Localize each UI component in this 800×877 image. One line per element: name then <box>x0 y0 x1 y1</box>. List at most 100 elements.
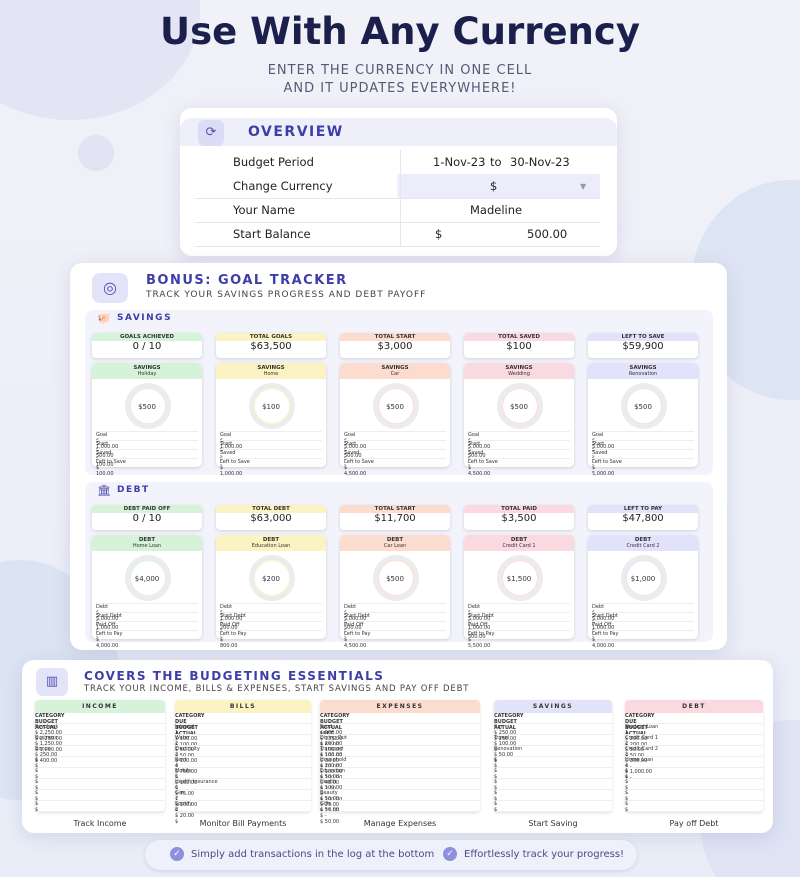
subtitle: ENTER THE CURRENCY IN ONE CELL <box>267 63 533 78</box>
row-currency: $ <box>220 438 224 444</box>
table-row: Electricity 3 $ 100.00 $ <box>175 746 311 770</box>
card-head: SAVINGS Home <box>216 363 326 379</box>
card-title: SAVINGS <box>257 365 285 371</box>
cell: Health <box>320 779 337 785</box>
section-icon: 🐖 <box>97 312 111 325</box>
table-caption: Start Saving <box>528 819 578 828</box>
cell: Spotify <box>175 801 193 807</box>
table-row: Bonus $ 250.00 $ 400.00 <box>35 746 165 764</box>
row-value: 1,000.00 <box>96 444 119 450</box>
ring <box>125 555 171 601</box>
table-header: EXPENSES <box>320 700 480 713</box>
summary-value: $63,000 <box>250 513 292 524</box>
row-label: Paid Off <box>220 622 240 628</box>
row-value: 5,000.00 <box>592 444 615 450</box>
cell: Business <box>35 735 58 741</box>
cell: $ <box>625 768 629 774</box>
ring <box>373 383 419 429</box>
row-currency: $ <box>96 447 100 453</box>
cell: Bonus <box>35 746 51 752</box>
row-label: Goal <box>468 432 480 438</box>
row-value: 4,500.00 <box>468 471 491 477</box>
card-row: Saved $ - <box>220 449 322 468</box>
table-caption: Track Income <box>73 819 127 828</box>
overview-title: OVERVIEW <box>248 124 344 140</box>
card-row: Start Debt $1,000.00 <box>592 612 694 631</box>
cell: $ 750.00 <box>175 769 198 775</box>
column-label: ACTUAL <box>494 725 516 731</box>
card-name: Car <box>390 371 400 377</box>
table-row: Gifts $ 50.00 $ - $ 50.00 <box>320 801 480 825</box>
column-label: ACTUAL <box>35 725 57 731</box>
card-title: SAVINGS <box>629 365 657 371</box>
row-currency: $ <box>96 465 100 471</box>
cell: Home Loan <box>625 757 654 763</box>
row-label: Saved <box>96 450 112 456</box>
card-head: DEBT Car Loan <box>340 535 450 551</box>
cell: Food <box>320 724 332 730</box>
cell: 6 <box>175 785 179 791</box>
card-title: SAVINGS <box>381 365 409 371</box>
row-value: 100.00 <box>96 462 114 468</box>
row-currency: $ <box>592 610 596 616</box>
cell: $ 2,250.00 <box>35 730 63 736</box>
cell: 3 <box>625 752 629 758</box>
summary-value: $47,800 <box>622 513 664 524</box>
cell: $ <box>494 774 498 780</box>
row-label: Start <box>96 441 109 447</box>
table-row: Rent 4 $ 750.00 $ <box>175 757 311 781</box>
overview-row: Budget Period 1-Nov-23 to 30-Nov-23 <box>195 150 600 175</box>
cell: Transport <box>320 746 344 752</box>
cell: $ 100.00 <box>494 741 517 747</box>
table-row: Household $ 200.00 $ 100.00 $ 100.00 <box>320 757 480 781</box>
goal-card: SAVINGS Car $500 Goal $5,000.00 Start $500.00 S… <box>340 363 450 477</box>
row-value: 5,000.00 <box>468 616 491 622</box>
row-value: 1,000.00 <box>468 625 491 631</box>
column-label: ACTUAL <box>320 725 342 731</box>
row-label: Saved <box>468 450 484 456</box>
card-row: Goal $1,000.00 <box>96 431 198 450</box>
row-label: Paid Off <box>468 622 488 628</box>
summary-box: LEFT TO SAVE $59,900 <box>588 333 698 358</box>
ring-value: $1,500 <box>506 575 532 583</box>
row-value: 5,000.00 <box>96 616 119 622</box>
table-row: Dining Out $ 200.00 $ 100.00 $ 100.00 <box>320 735 480 759</box>
icon: ◎ <box>92 273 128 303</box>
cell: $ <box>494 763 498 769</box>
card-row: Goal $5,000.00 <box>468 431 570 450</box>
card-row: Debt $1,000.00 <box>220 603 322 622</box>
card-row: Start $ - <box>220 440 322 459</box>
row-value: - <box>592 453 594 459</box>
column-label: BUDGET <box>35 719 58 725</box>
table-row: Transport $ 100.00 $ 30.00 $ 70.00 <box>320 746 480 770</box>
cell: $ <box>35 774 39 780</box>
column-label: CATEGORY <box>320 713 350 719</box>
goal-card: DEBT Car Loan $500 Debt $5,000.00 Start Debt $… <box>340 535 450 649</box>
card-row: Left to Pay $800.00 <box>220 630 322 649</box>
row-label: Start <box>592 441 605 447</box>
cell: Renovation <box>494 746 523 752</box>
ring <box>249 383 295 429</box>
cell: $ <box>35 801 39 807</box>
card-name: Holiday <box>137 371 157 377</box>
card-row: Saved $ - <box>344 449 446 468</box>
overview-label: Budget Period <box>233 155 314 169</box>
card-row: Left to Save $1,000.00 <box>220 458 322 477</box>
row-value: 5,000.00 <box>592 616 615 622</box>
budget-table: DEBT CATEGORY DUE BUDGET ACTUAL Student Loan 1… <box>625 700 763 813</box>
cell: $ <box>35 807 39 813</box>
row-label: Left to Pay <box>592 631 619 637</box>
section-label: SAVINGS <box>117 313 173 323</box>
row-currency: $ <box>220 465 224 471</box>
cell: $ 300.00 <box>625 758 648 764</box>
summary-value: $3,000 <box>377 341 413 352</box>
row-label: Left to Pay <box>220 631 247 637</box>
table-row: Mobile 5 $ 100.00 $ <box>175 768 311 792</box>
summary-label: TOTAL GOALS <box>216 333 326 341</box>
budget-table: SAVINGS CATEGORY BUDGET ACTUAL Car $ 250.00 $ … <box>494 700 612 813</box>
row-currency: $ <box>468 456 472 462</box>
table-header: SAVINGS <box>494 700 612 713</box>
cell: 5 <box>175 774 179 780</box>
ring-value: $1,000 <box>630 575 656 583</box>
summary-value: 0 / 10 <box>132 341 162 352</box>
